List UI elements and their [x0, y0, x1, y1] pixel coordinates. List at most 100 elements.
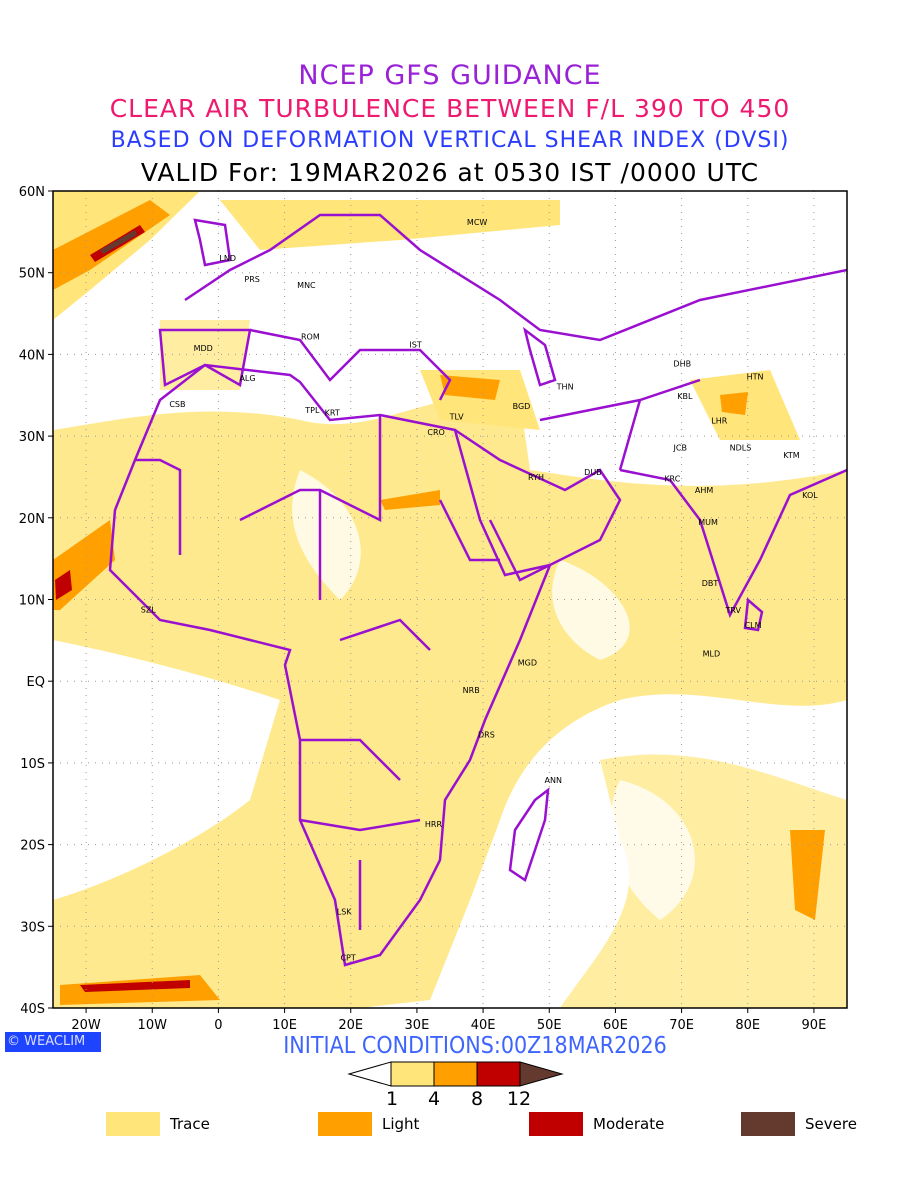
colorbar-severe	[519, 1061, 564, 1087]
city-label-ann: ANN	[544, 776, 561, 785]
city-label-lsk: LSK	[337, 908, 353, 917]
city-label-bgd: BGD	[513, 402, 531, 411]
lat-tick-label: 10N	[19, 594, 45, 609]
city-label-csb: CSB	[169, 400, 185, 409]
lon-tick-label: 70E	[669, 1018, 694, 1033]
city-label-ktm: KTM	[783, 451, 800, 460]
title-model: NCEP GFS GUIDANCE	[298, 60, 602, 91]
colorbar-tick: 4	[427, 1088, 441, 1110]
title-product: CLEAR AIR TURBULENCE BETWEEN F/L 390 TO …	[109, 94, 791, 123]
city-label-mcw: MCW	[467, 218, 487, 227]
city-label-kbl: KBL	[677, 392, 693, 401]
city-label-ryh: RYH	[528, 473, 544, 482]
lat-tick-label: 40N	[19, 348, 45, 363]
city-label-tlv: TLV	[449, 412, 464, 421]
lon-tick-label: 30E	[405, 1018, 430, 1033]
europe-coast	[184, 213, 847, 342]
lon-tick-label: 20E	[338, 1018, 363, 1033]
copyright-icon: ©	[7, 1034, 20, 1049]
lon-tick-label: 80E	[735, 1018, 760, 1033]
srilanka-outline	[743, 597, 764, 632]
city-label-tpl: TPL	[304, 406, 320, 415]
lat-tick-label: 50N	[19, 267, 45, 282]
city-label-ist: IST	[409, 341, 421, 350]
city-label-jcb: JCB	[673, 444, 687, 453]
title-valid-time: VALID For: 19MAR2026 at 0530 IST /0000 U…	[140, 158, 760, 187]
city-label-lhr: LHR	[711, 417, 727, 426]
logo-text: WEACLIM	[24, 1034, 86, 1049]
lon-tick-label: 10E	[272, 1018, 297, 1033]
colorbar-tick: 1	[385, 1088, 399, 1110]
lat-tick-label: 10S	[20, 757, 45, 772]
city-label-dub: DUB	[584, 468, 602, 477]
colorbar-light	[433, 1061, 478, 1087]
lat-tick-label: 20S	[20, 839, 45, 854]
legend-swatch	[529, 1112, 583, 1136]
lat-tick-label: 40S	[20, 1002, 45, 1017]
coastlines-borders	[108, 213, 847, 967]
lat-tick-label: 60N	[19, 185, 45, 200]
interior-borders	[135, 378, 701, 930]
city-label-trv: TRV	[724, 606, 741, 615]
city-label-mnc: MNC	[297, 281, 316, 290]
madagascar-outline	[508, 787, 550, 882]
lat-tick-label: 30N	[19, 430, 45, 445]
city-label-mdd: MDD	[194, 344, 213, 353]
city-label-dbt: DBT	[702, 579, 719, 588]
city-label-lnd: LND	[219, 254, 236, 263]
city-label-clm: CLM	[745, 621, 762, 630]
city-label-rom: ROM	[301, 332, 320, 341]
legend-label: Severe	[805, 1115, 857, 1133]
city-label-thn: THN	[556, 382, 574, 391]
colorbar-moderate	[476, 1061, 521, 1087]
city-label-ahm: AHM	[695, 486, 713, 495]
city-label-nrb: NRB	[463, 686, 480, 695]
colorbar-tick: 12	[506, 1088, 532, 1110]
uk-outline	[193, 218, 232, 267]
lon-tick-label: 10W	[138, 1018, 168, 1033]
city-label-cpt: CPT	[340, 953, 355, 962]
city-label-krt: KRT	[325, 408, 340, 417]
lon-tick-label: 90E	[802, 1018, 827, 1033]
lat-tick-label: EQ	[27, 675, 45, 690]
lon-tick-label: 50E	[537, 1018, 562, 1033]
city-label-mum: MUM	[698, 518, 718, 527]
lon-tick-label: 20W	[71, 1018, 101, 1033]
lon-tick-label: 60E	[603, 1018, 628, 1033]
city-label-alg: ALG	[239, 374, 255, 383]
legend-swatch	[741, 1112, 795, 1136]
legend-swatch	[318, 1112, 372, 1136]
colorbar-below-1	[347, 1061, 392, 1087]
title-method: BASED ON DEFORMATION VERTICAL SHEAR INDE…	[110, 128, 790, 153]
africa-outline	[108, 363, 553, 967]
city-label-mld: MLD	[703, 649, 721, 658]
city-label-kol: KOL	[802, 491, 818, 500]
weaclim-logo: © WEACLIM	[5, 1032, 101, 1052]
colorbar-tick: 8	[470, 1088, 484, 1110]
legend-label: Light	[382, 1115, 420, 1133]
city-label-htn: HTN	[747, 372, 764, 381]
lat-tick-label: 20N	[19, 512, 45, 527]
india-outline	[619, 468, 847, 619]
city-label-drs: DRS	[478, 730, 495, 739]
iberia-outline	[158, 328, 252, 387]
lat-tick-label: 30S	[20, 920, 45, 935]
colorbar	[347, 1061, 564, 1087]
arabia-outline	[454, 428, 622, 582]
turbulence-fields	[53, 191, 847, 1008]
city-label-cro: CRO	[427, 428, 444, 437]
city-label-mgd: MGD	[518, 658, 537, 667]
city-label-szl: SZL	[141, 605, 157, 614]
city-labels: MCW LND PRS MNC ROM MDD IST ALG CSB TPL KRT TLV CRO B…	[141, 218, 818, 962]
caspian	[522, 326, 557, 387]
colorbar-trace	[390, 1061, 435, 1087]
lon-tick-label: 0	[214, 1018, 222, 1033]
city-label-hrr: HRR	[425, 820, 443, 829]
city-label-prs: PRS	[244, 275, 259, 284]
initial-conditions: INITIAL CONDITIONS:00Z18MAR2026	[283, 1033, 667, 1059]
city-label-ndls: NDLS	[730, 444, 752, 453]
lon-tick-label: 40E	[471, 1018, 496, 1033]
legend-label: Moderate	[593, 1115, 665, 1133]
